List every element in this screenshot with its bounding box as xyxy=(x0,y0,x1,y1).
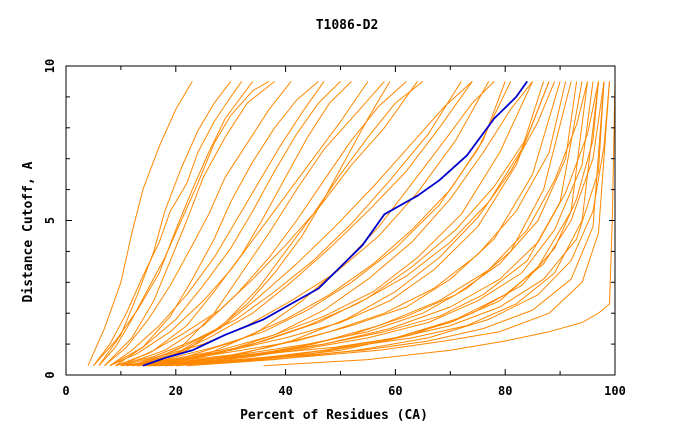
series-line-47 xyxy=(164,81,605,367)
series-line-15 xyxy=(137,81,588,367)
x-tick-label: 100 xyxy=(604,384,626,398)
series-line-13 xyxy=(131,81,572,367)
series-line-22 xyxy=(104,81,275,367)
series-line-45 xyxy=(109,81,341,367)
series-line-41 xyxy=(159,81,556,367)
series-line-19 xyxy=(131,81,391,367)
x-axis-label: Percent of Residues (CA) xyxy=(240,408,428,423)
y-tick-label: 10 xyxy=(43,59,57,73)
series-line-39 xyxy=(87,81,193,366)
series-line-29 xyxy=(153,81,594,367)
series-line-20 xyxy=(120,81,352,367)
series-line-10 xyxy=(126,81,534,367)
series-line-6 xyxy=(115,81,418,367)
x-tick-label: 20 xyxy=(169,384,183,398)
series-line-4 xyxy=(109,81,325,367)
highlighted-series-line xyxy=(142,80,528,367)
series-line-42 xyxy=(170,81,599,367)
x-tick-label: 60 xyxy=(388,384,402,398)
series-line-37 xyxy=(186,81,610,367)
series-line-26 xyxy=(137,81,545,367)
series-line-7 xyxy=(115,81,462,367)
series-line-3 xyxy=(104,81,292,367)
x-tick-label: 40 xyxy=(278,384,292,398)
series-line-27 xyxy=(142,81,567,367)
series-line-21 xyxy=(115,81,319,367)
axis-layer: 0 20 40 60 80 100 0 5 10 xyxy=(43,59,626,398)
series-line-25 xyxy=(131,81,506,367)
series-line-44 xyxy=(120,81,407,367)
x-tick-label: 0 xyxy=(62,384,69,398)
series-line-35 xyxy=(164,81,588,367)
chart-title: T1086-D2 xyxy=(316,18,379,33)
series-line-2 xyxy=(98,80,270,367)
series-line-46 xyxy=(142,81,550,367)
series-line-31 xyxy=(142,81,424,367)
series-line-34 xyxy=(153,81,533,367)
series-line-23 xyxy=(98,81,232,366)
series-line-5 xyxy=(109,81,369,367)
y-tick-label: 0 xyxy=(43,371,57,378)
series-layer xyxy=(87,80,615,367)
x-tick-label: 80 xyxy=(498,384,512,398)
y-axis-label: Distance Cutoff, A xyxy=(21,161,36,302)
y-tick-label: 5 xyxy=(43,217,57,224)
series-line-38 xyxy=(263,81,615,367)
series-line-40 xyxy=(93,81,254,367)
series-line-43 xyxy=(131,81,473,367)
series-line-1 xyxy=(93,81,243,367)
series-line-32 xyxy=(137,81,385,367)
series-line-24 xyxy=(126,81,473,367)
